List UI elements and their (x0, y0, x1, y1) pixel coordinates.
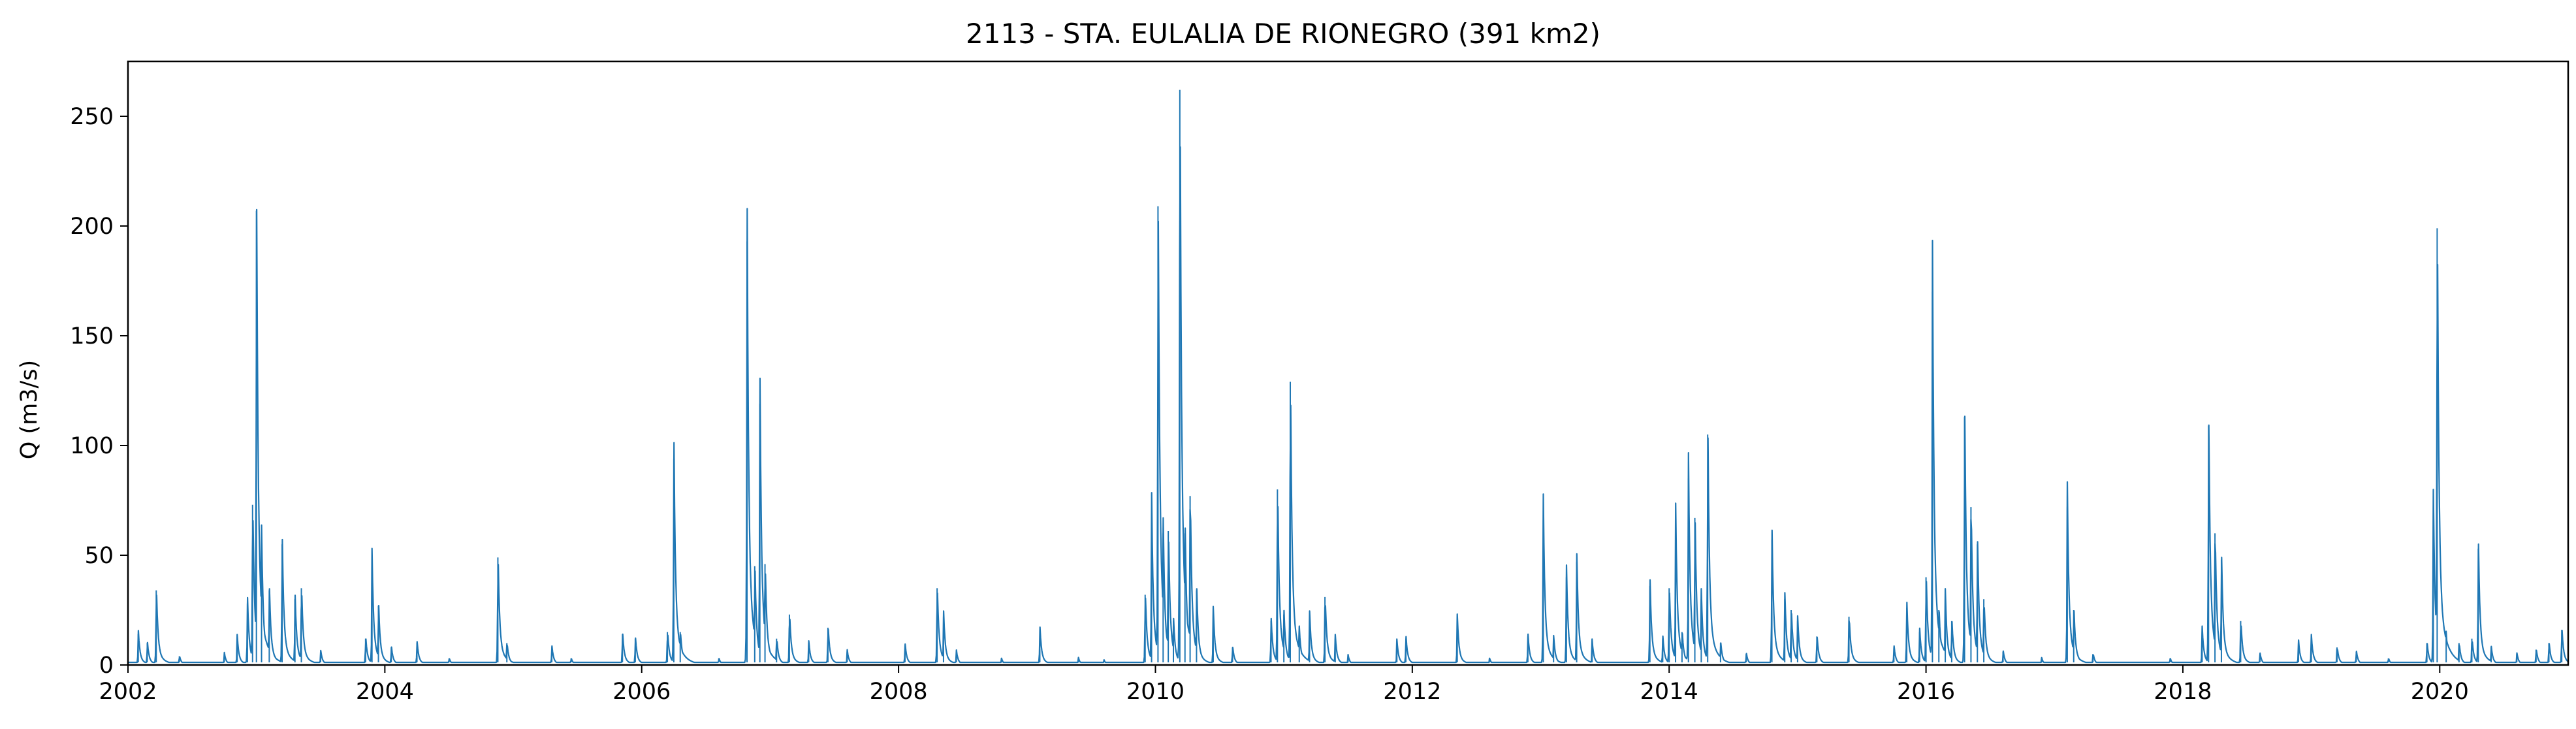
x-tick-label: 2014 (1640, 679, 1698, 705)
x-tick-label: 2020 (2411, 679, 2469, 705)
y-tick-label: 100 (70, 433, 114, 459)
plot-frame (127, 60, 2569, 666)
series-layer (127, 89, 2569, 664)
x-tick-label: 2008 (870, 679, 928, 705)
y-tick-label: 50 (84, 543, 114, 569)
x-tick-label: 2010 (1126, 679, 1185, 705)
x-tick-label: 2002 (99, 679, 157, 705)
x-tick-label: 2012 (1383, 679, 1441, 705)
y-tick-label: 0 (99, 653, 114, 679)
y-tick-label: 200 (70, 214, 114, 240)
discharge-series-line (127, 146, 2569, 664)
x-tick-label: 2006 (612, 679, 671, 705)
chart-title: 2113 - STA. EULALIA DE RIONEGRO (391 km2… (966, 18, 1600, 50)
y-tick-label: 150 (70, 323, 114, 349)
y-axis: 0 50 100 150 200 250 (70, 104, 128, 679)
y-tick-label: 250 (70, 104, 114, 130)
x-axis: 2002 2004 2006 2008 2010 2012 2014 2016 2018 2020 (99, 665, 2469, 705)
x-tick-label: 2016 (1897, 679, 1955, 705)
plot-area: 2002 2004 2006 2008 2010 2012 2014 2016 2018 2020… (70, 60, 2569, 705)
x-tick-label: 2004 (356, 679, 414, 705)
y-axis-label: Q (m3/s) (16, 360, 42, 459)
x-tick-label: 2018 (2154, 679, 2212, 705)
